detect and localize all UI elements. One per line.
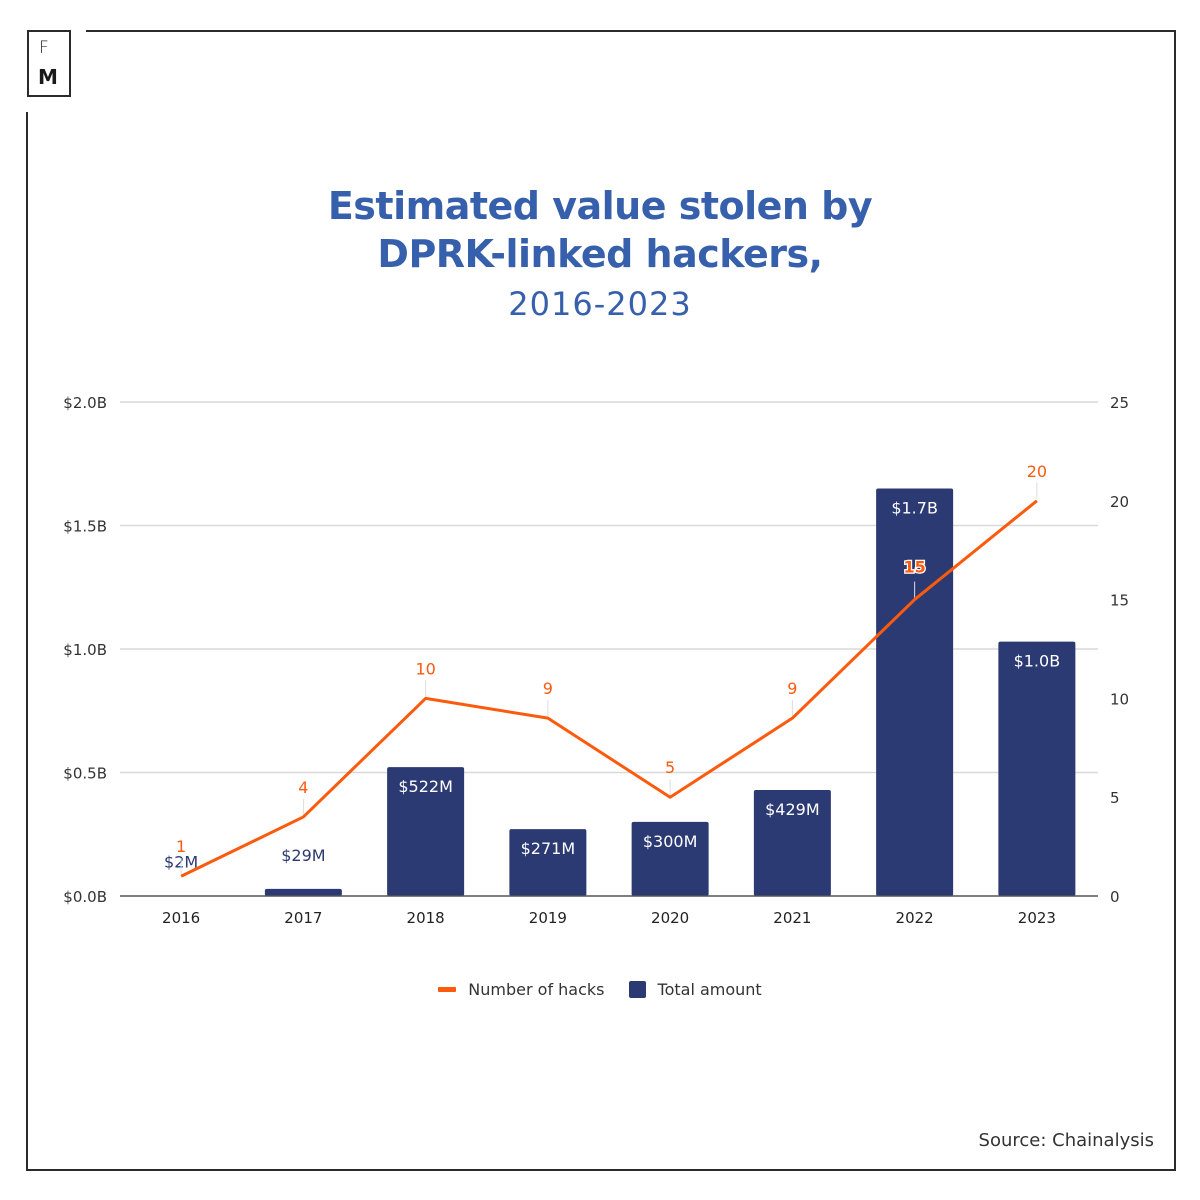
line-value-label: 20: [1027, 462, 1047, 481]
y-left-tick-label: $0.0B: [63, 888, 107, 906]
legend-item-total-amount: Total amount: [628, 980, 762, 999]
chart-legend: Number of hacks Total amount: [0, 980, 1200, 999]
bar-2020: [631, 821, 709, 896]
frame-right-border: [1174, 30, 1176, 1171]
legend-item-number-of-hacks: Number of hacks: [438, 980, 605, 999]
chart-title-line-2: DPRK-linked hackers,: [377, 232, 823, 276]
chart-title-line-1: Estimated value stolen by: [327, 184, 873, 228]
x-tick-label: 2020: [651, 909, 689, 927]
y-right-tick-label: 0: [1110, 888, 1120, 906]
y-left-tick-label: $1.5B: [63, 518, 107, 536]
y-right-tick-label: 10: [1110, 690, 1129, 708]
logo-letter-m: M: [38, 65, 58, 89]
bar-value-label: $522M: [398, 777, 453, 796]
bar-value-label: $300M: [643, 832, 698, 851]
source-note: Source: Chainalysis: [978, 1130, 1154, 1151]
bar-value-label: $271M: [521, 839, 576, 858]
line-value-label: 10: [415, 659, 435, 678]
frame-top-border: [86, 30, 1176, 32]
x-tick-label: 2018: [407, 909, 445, 927]
line-number-of-hacks: [180, 499, 1038, 878]
y-right-tick-label: 25: [1110, 394, 1129, 412]
x-tick-label: 2021: [773, 909, 811, 927]
chart-subtitle-years: 2016-2023: [508, 285, 692, 323]
bar-value-label: $29M: [281, 846, 325, 865]
x-tick-label: 2019: [529, 909, 567, 927]
y-left-tick-label: $1.0B: [63, 641, 107, 659]
bar-value-label: $429M: [765, 800, 820, 819]
bar-2022: [876, 488, 954, 896]
y-right-tick-label: 20: [1110, 493, 1129, 511]
line-value-label: 9: [543, 679, 553, 698]
bar-value-label: $1.0B: [1014, 652, 1061, 671]
bar-2019: [509, 829, 587, 896]
x-tick-label: 2017: [284, 909, 322, 927]
x-tick-label: 2016: [162, 909, 200, 927]
bar-2018: [387, 767, 465, 896]
fm-logo: F M: [27, 30, 71, 97]
x-tick-label: 2022: [896, 909, 934, 927]
legend-label: Number of hacks: [468, 980, 605, 999]
line-value-label: 5: [665, 758, 675, 777]
line-value-label: 1: [176, 837, 186, 856]
frame-left-border: [26, 112, 28, 1171]
y-right-tick-label: 15: [1110, 592, 1129, 610]
bar-2023: [998, 641, 1076, 896]
line-value-label: 9: [787, 679, 797, 698]
line-value-label: 4: [298, 778, 308, 797]
legend-swatch-line: [438, 987, 457, 992]
y-right-tick-label: 5: [1110, 789, 1120, 807]
bar-2017: [264, 888, 342, 896]
y-left-tick-label: $2.0B: [63, 394, 107, 412]
line-value-label: 15: [903, 558, 925, 577]
bar-value-label: $1.7B: [891, 498, 938, 517]
frame-bottom-border: [26, 1169, 1176, 1171]
logo-letter-f: F: [39, 38, 49, 58]
legend-label: Total amount: [657, 980, 762, 999]
y-left-tick-label: $0.5B: [63, 765, 107, 783]
bar-2021: [753, 790, 831, 896]
x-tick-label: 2023: [1018, 909, 1056, 927]
legend-swatch-bar: [628, 981, 646, 998]
